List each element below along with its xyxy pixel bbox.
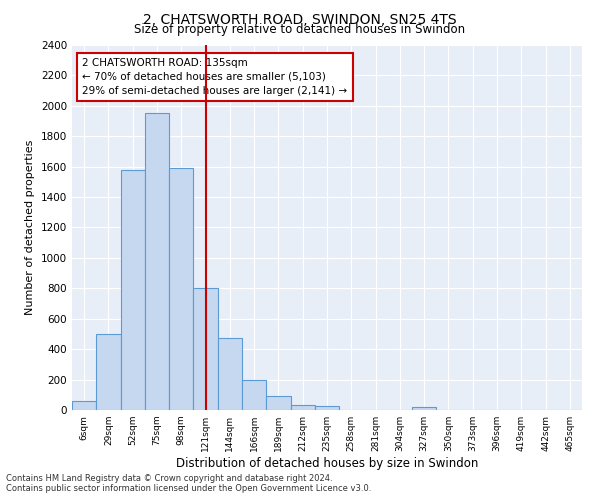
Text: Size of property relative to detached houses in Swindon: Size of property relative to detached ho… xyxy=(134,22,466,36)
Bar xyxy=(242,380,266,410)
Bar xyxy=(412,407,436,410)
Bar xyxy=(96,334,121,410)
Bar xyxy=(145,114,169,410)
Bar xyxy=(193,288,218,410)
Bar xyxy=(315,406,339,410)
Bar xyxy=(121,170,145,410)
Bar xyxy=(72,401,96,410)
Bar xyxy=(290,404,315,410)
Text: 2, CHATSWORTH ROAD, SWINDON, SN25 4TS: 2, CHATSWORTH ROAD, SWINDON, SN25 4TS xyxy=(143,12,457,26)
Bar xyxy=(169,168,193,410)
X-axis label: Distribution of detached houses by size in Swindon: Distribution of detached houses by size … xyxy=(176,457,478,470)
Text: Contains public sector information licensed under the Open Government Licence v3: Contains public sector information licen… xyxy=(6,484,371,493)
Text: Contains HM Land Registry data © Crown copyright and database right 2024.: Contains HM Land Registry data © Crown c… xyxy=(6,474,332,483)
Bar xyxy=(266,396,290,410)
Text: 2 CHATSWORTH ROAD: 135sqm
← 70% of detached houses are smaller (5,103)
29% of se: 2 CHATSWORTH ROAD: 135sqm ← 70% of detac… xyxy=(82,58,347,96)
Y-axis label: Number of detached properties: Number of detached properties xyxy=(25,140,35,315)
Bar xyxy=(218,338,242,410)
